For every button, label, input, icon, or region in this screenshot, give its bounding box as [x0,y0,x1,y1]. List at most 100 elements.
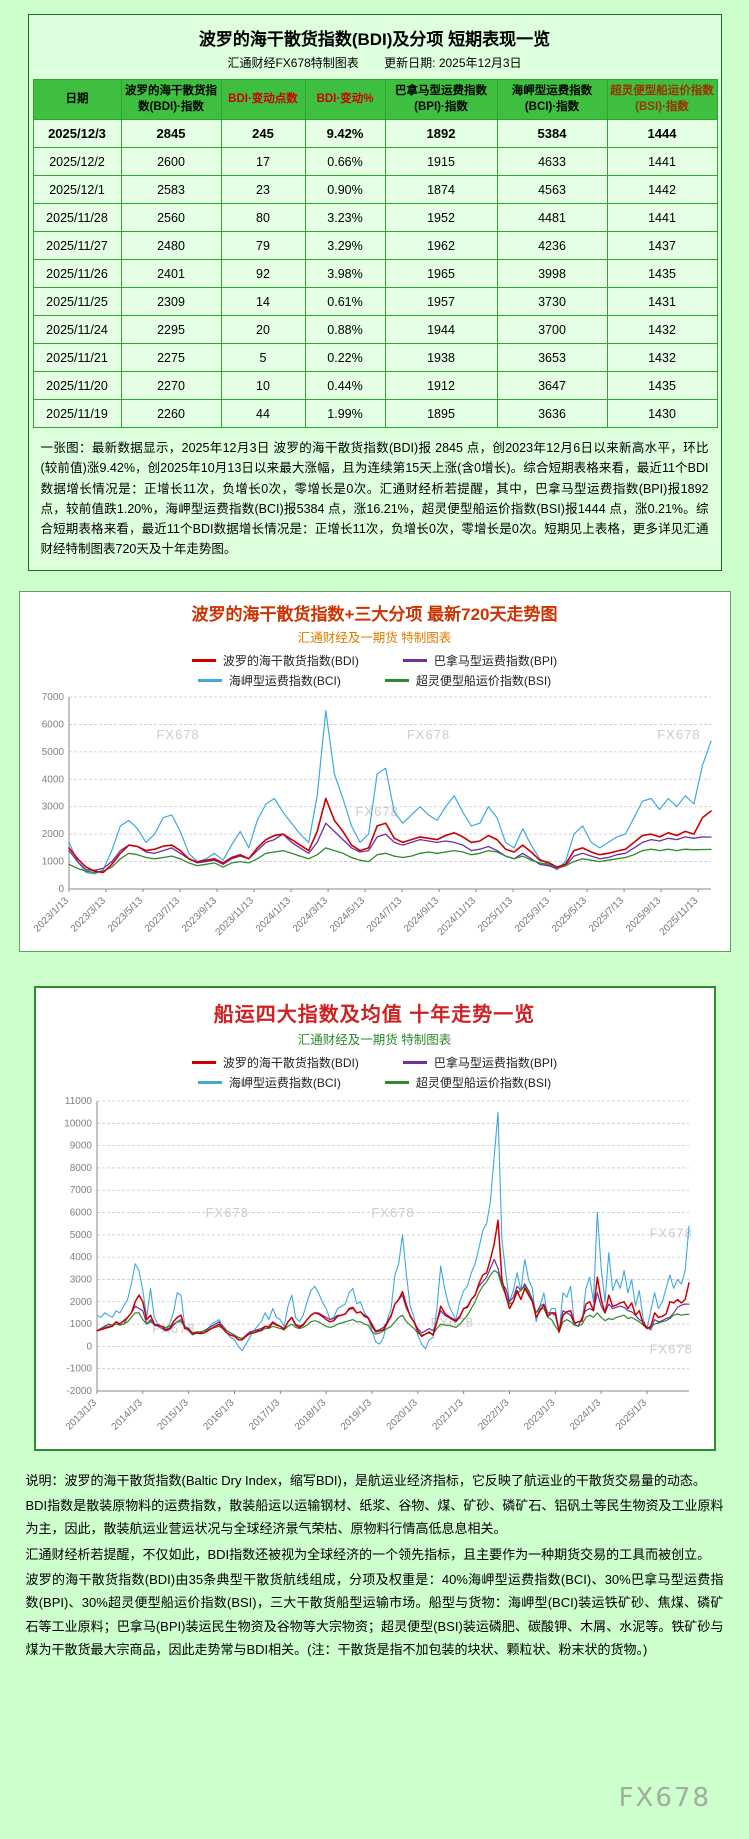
svg-text:0: 0 [58,884,64,895]
series-line [67,846,712,873]
svg-text:FX678: FX678 [205,1205,248,1220]
legend-row: 波罗的海干散货指数(BDI) 巴拿马型运费指数(BPI) [191,652,558,669]
column-header: 波罗的海干散货指数(BDI)·指数 [120,78,222,121]
svg-text:FX678: FX678 [649,1341,692,1356]
svg-text:2025/9/13: 2025/9/13 [624,895,664,935]
column-header: BDI·变动点数 [220,78,306,121]
chart-720d-subtitle: 汇通财经及一期货 特制图表 [297,630,452,645]
page: 波罗的海干散货指数(BDI)及分项 短期表现一览 汇通财经FX678特制图表 更… [0,14,749,1813]
table-row: 2025/11/19 2260 44 1.99% 1895 3636 1430 [32,399,718,429]
svg-text:2024/11/13: 2024/11/13 [435,895,478,938]
table-cell: 1912 [384,371,498,401]
chart-canvas: 0 1000 2000 3000 4000 5000 6000 7000 2023/1/13 20… [20,691,730,949]
chart720-plot: 010002000300040005000600070002023/1/1320… [31,692,712,938]
svg-text:1000: 1000 [41,856,64,867]
table-cell: 5384 [496,119,608,149]
table-cell: 2025/11/19 [32,399,122,429]
bdi-table: 日期 波罗的海干散货指数(BDI)·指数 BDI·变动点数 BDI·变动% 巴拿马型运费… [32,78,718,429]
svg-text:2017/1/3: 2017/1/3 [247,1397,283,1433]
svg-text:5000: 5000 [69,1229,92,1240]
svg-text:2025/1/3: 2025/1/3 [613,1397,649,1433]
table-cell: 1431 [606,287,718,317]
legend-item: 超灵便型船运价指数(BSI) [384,1074,552,1091]
table-cell: 2025/12/2 [32,147,122,177]
column-header: 巴拿马型运费指数(BPI)·指数 [384,78,498,121]
footer-paragraph: 波罗的海干散货指数(BDI)由35条典型干散货航线组成，分项及权重是：40%海岬… [25,1572,724,1658]
table-cell: 1432 [606,315,718,345]
svg-text:2016/1/3: 2016/1/3 [201,1397,237,1433]
table-cell: 79 [220,231,306,261]
table-cell: 3636 [496,399,608,429]
table-row: 2025/12/1 2583 23 0.90% 1874 4563 1442 [32,175,718,205]
legend-item: 海岬型运费指数(BCI) [197,1074,341,1091]
chart-source-label: 汇通财经FX678特制图表 [227,56,359,70]
table-cell: 1442 [606,175,718,205]
analysis-note: 一张图：最新数据显示，2025年12月3日 波罗的海干散货指数(BDI)报 28… [40,441,709,557]
table-subtitle: 汇通财经FX678特制图表 更新日期: 2025年12月3日 [33,54,717,71]
table-cell: 23 [220,175,306,205]
series-line [95,1269,690,1339]
svg-text:2024/3/13: 2024/3/13 [290,895,330,935]
table-cell: 1892 [384,119,498,149]
table-cell: 2401 [120,259,222,289]
table-row: 2025/12/3 2845 245 9.42% 1892 5384 1444 [32,119,718,149]
svg-text:7000: 7000 [41,692,64,703]
chart-10y-subtitle: 汇通财经及一期货 特制图表 [297,1032,452,1047]
svg-text:2013/1/3: 2013/1/3 [63,1397,99,1433]
table-cell: 1965 [384,259,498,289]
legend-line-marker [191,658,216,662]
table-cell: 1437 [606,231,718,261]
table-cell: 1957 [384,287,498,317]
table-cell: 2025/11/27 [32,231,122,261]
table-cell: 0.22% [304,343,386,373]
table-cell: 1944 [384,315,498,345]
legend-label: 波罗的海干散货指数(BDI) [222,653,359,668]
table-cell: 4481 [496,203,608,233]
table-cell: 1915 [384,147,498,177]
chart-canvas: -2000 -1000 0 1000 2000 3000 4000 5000 6000 7000 8… [36,1093,714,1445]
legend-label: 超灵便型船运价指数(BSI) [415,1075,552,1090]
table-cell: 1432 [606,343,718,373]
table-title: 波罗的海干散货指数(BDI)及分项 短期表现一览 [198,30,551,49]
bdi-short-term-panel: 波罗的海干散货指数(BDI)及分项 短期表现一览 汇通财经FX678特制图表 更… [27,14,722,571]
column-header: 海岬型运费指数(BCI)·指数 [496,78,608,121]
table-row: 2025/11/20 2270 10 0.44% 1912 3647 1435 [32,371,718,401]
table-cell: 2025/11/28 [32,203,122,233]
svg-text:2023/1/3: 2023/1/3 [522,1397,558,1433]
svg-text:2025/5/13: 2025/5/13 [550,895,590,935]
table-cell: 3653 [496,343,608,373]
svg-text:2015/1/3: 2015/1/3 [155,1397,191,1433]
table-cell: 17 [220,147,306,177]
table-cell: 2600 [120,147,222,177]
table-cell: 1441 [606,147,718,177]
table-cell: 10 [220,371,306,401]
svg-text:2025/11/13: 2025/11/13 [657,895,700,938]
table-cell: 5 [220,343,306,373]
svg-text:2023/5/13: 2023/5/13 [105,895,145,935]
svg-text:6000: 6000 [41,719,64,730]
chart-720d-panel: 波罗的海干散货指数+三大分项 最新720天走势图 汇通财经及一期货 特制图表 波… [18,590,731,952]
table-cell: 1962 [384,231,498,261]
svg-text:2023/7/13: 2023/7/13 [142,895,182,935]
svg-text:0: 0 [86,1341,92,1352]
svg-text:2023/1/13: 2023/1/13 [31,895,71,935]
table-row: 2025/11/25 2309 14 0.61% 1957 3730 1431 [32,287,718,317]
svg-text:2023/3/13: 2023/3/13 [68,895,108,935]
table-cell: 1.99% [304,399,386,429]
legend-item: 超灵便型船运价指数(BSI) [384,672,551,689]
table-cell: 3998 [496,259,608,289]
svg-text:2025/7/13: 2025/7/13 [587,895,627,935]
table-cell: 3.98% [304,259,386,289]
chart10y-plot: -2000 -1000 0 1000 2000 3000 4000 5000 6000 7000 8… [63,1096,692,1433]
footer-paragraph: 汇通财经析若提醒，不仅如此，BDI指数还被视为全球经济的一个领先指标，且主要作为… [25,1546,711,1562]
legend-label: 巴拿马型运费指数(BPI) [433,653,558,668]
svg-text:5000: 5000 [41,746,64,757]
legend-item: 巴拿马型运费指数(BPI) [402,1054,557,1071]
table-cell: 2025/12/3 [32,119,122,149]
table-cell: 2295 [120,315,222,345]
svg-text:FX678: FX678 [371,1205,414,1220]
table-cell: 2309 [120,287,222,317]
series-line [67,797,712,873]
svg-text:2021/1/3: 2021/1/3 [430,1397,466,1433]
svg-text:3000: 3000 [41,801,64,812]
